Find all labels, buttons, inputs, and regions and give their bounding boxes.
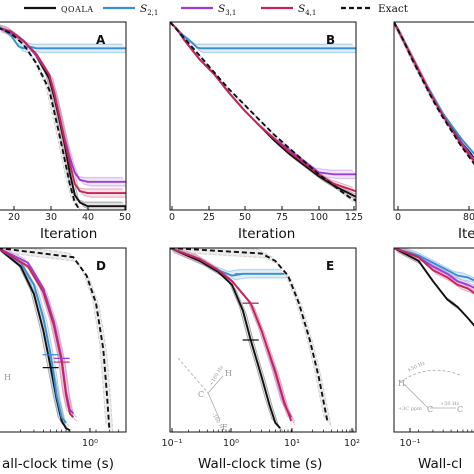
x-tick-label: 80: [463, 212, 474, 223]
x-tick-label: 10⁻¹: [400, 438, 421, 449]
x-tick-label: 10¹: [284, 438, 300, 449]
x-tick-label: 50: [239, 212, 251, 223]
panel-inset-spin-diagram-icon: H: [4, 373, 11, 382]
axes-frame: [393, 21, 474, 211]
series-band: [0, 248, 71, 428]
chart-panel-d: 10⁰ all-clock time (s) D H: [0, 247, 127, 472]
series-line-exact: [0, 27, 81, 210]
chart-panel-b: 0 25 50 75 100 125 Iteration B: [169, 21, 363, 242]
x-tick-label: 0: [395, 212, 401, 223]
series-line-exact: [394, 22, 474, 166]
inset-label: C: [427, 405, 433, 414]
legend-item: S4,1: [261, 3, 316, 17]
series-band: [170, 248, 289, 281]
x-axis-label: Iteration: [40, 226, 97, 242]
series-line-qoala: [170, 248, 281, 429]
x-tick-label: 50: [119, 212, 131, 223]
axes-frame: [393, 247, 474, 433]
panel-label: E: [326, 259, 334, 273]
inset-label: F: [222, 423, 228, 432]
series-line-s2-1: [394, 248, 474, 282]
series-trace: [0, 248, 67, 427]
series-trace: [402, 248, 474, 279]
plot-area: [170, 22, 356, 204]
axes-frame: [169, 21, 357, 211]
inset-label: C: [457, 405, 463, 414]
panel-label: B: [326, 33, 335, 47]
series-line-exact: [170, 22, 356, 202]
axes-frame: [0, 21, 127, 211]
series-trace: [226, 248, 325, 419]
series-line-s4-1: [0, 27, 126, 195]
legend-label: QOALA: [61, 5, 93, 14]
series-band: [170, 22, 356, 54]
panel-label: D: [96, 259, 106, 273]
series-line-exact: [0, 248, 111, 429]
x-tick-label: 30: [45, 212, 57, 223]
legend-label: S2,1: [140, 3, 158, 17]
plot-area: [394, 22, 474, 166]
legend-item: QOALA: [24, 5, 93, 14]
plot-area: [394, 248, 474, 327]
series-line-qoala: [394, 248, 474, 327]
x-tick-label: 125: [345, 212, 363, 223]
x-tick-label: 20: [8, 212, 20, 223]
series-line-s2-1: [170, 22, 356, 50]
chart-panel-a: 20 30 40 50 Iteration A: [0, 21, 131, 242]
legend-label: S4,1: [298, 3, 316, 17]
x-tick-label: 40: [82, 212, 94, 223]
panel-label: A: [96, 33, 106, 47]
series-line-s4-1: [0, 248, 74, 418]
series-trace: [173, 251, 284, 432]
inset-label: H: [4, 373, 11, 382]
inset-label: H: [398, 379, 405, 388]
x-tick-label: 100: [310, 212, 328, 223]
x-tick-label: 10²: [344, 438, 360, 449]
inset-label: H: [225, 369, 232, 378]
chart-panel-c: 080IteC: [393, 21, 474, 242]
inset-label: +50 Hz: [440, 401, 460, 407]
series-trace: [23, 248, 107, 425]
legend-item: S2,1: [103, 3, 158, 17]
x-axis-label: Wall-clock time (s): [198, 456, 322, 472]
x-tick-label: 10⁰: [82, 438, 98, 449]
series-trace: [394, 23, 474, 166]
x-tick-label: 10⁰: [223, 438, 239, 449]
x-axis-label: Wall-cl: [418, 456, 462, 472]
series-line-s2-1: [0, 26, 126, 50]
legend-label: Exact: [378, 3, 409, 15]
series-line-s4-1: [394, 248, 474, 295]
x-tick-label: 10⁻¹: [162, 438, 183, 449]
axes-frame: [169, 247, 357, 433]
x-axis-label: Ite: [458, 226, 474, 242]
series-trace: [173, 251, 332, 427]
x-tick-label: 25: [203, 212, 215, 223]
legend-item: Exact: [341, 3, 409, 15]
series-line-exact: [170, 248, 329, 423]
legend: QOALA S2,1 S3,1 S4,1 Exact: [24, 3, 409, 17]
series-line-s2-1: [0, 248, 67, 424]
inset-label: +3C ppm: [398, 406, 422, 412]
x-axis-label: all-clock time (s): [2, 456, 114, 472]
plot-area: [0, 248, 114, 432]
inset-label: C: [198, 390, 204, 399]
x-tick-label: 75: [276, 212, 288, 223]
x-tick-label: 0: [169, 212, 175, 223]
plot-area: [170, 248, 332, 432]
legend-item: S3,1: [181, 3, 236, 17]
legend-label: S3,1: [218, 3, 236, 17]
x-axis-label: Iteration: [238, 226, 295, 242]
